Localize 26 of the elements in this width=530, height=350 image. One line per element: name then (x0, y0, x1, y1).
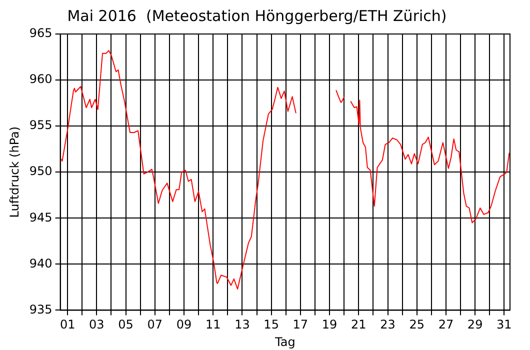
y-tick-label: 940 (29, 256, 52, 270)
x-tick-label: 01 (60, 318, 76, 332)
y-tick-label: 945 (29, 210, 52, 224)
x-tick-label: 15 (264, 318, 279, 332)
x-tick-label: 27 (438, 318, 454, 332)
x-tick-label: 03 (89, 318, 104, 332)
x-tick-label: 17 (292, 318, 308, 332)
x-axis-title: Tag (274, 334, 296, 349)
x-tick-label: 29 (467, 318, 483, 332)
y-tick-label: 960 (29, 72, 52, 86)
x-tick-label: 05 (118, 318, 134, 332)
x-tick-label: 19 (322, 318, 338, 332)
chart-title: Mai 2016 (Meteostation Hönggerberg/ETH Zürich) (67, 6, 447, 25)
y-tick-label: 935 (29, 302, 52, 316)
x-tick-label: 21 (351, 318, 366, 332)
x-tick-label: 13 (234, 318, 250, 332)
y-tick-label: 955 (29, 118, 52, 132)
y-axis-title: Luftdruck (hPa) (7, 126, 22, 218)
x-tick-label: 07 (147, 318, 163, 332)
x-tick-label: 31 (496, 318, 512, 332)
y-tick-label: 965 (29, 26, 52, 40)
y-tick-label: 950 (29, 164, 52, 178)
x-tick-label: 09 (176, 318, 192, 332)
x-tick-label: 11 (205, 318, 221, 332)
x-tick-label: 23 (380, 318, 396, 332)
x-tick-label: 25 (409, 318, 424, 332)
